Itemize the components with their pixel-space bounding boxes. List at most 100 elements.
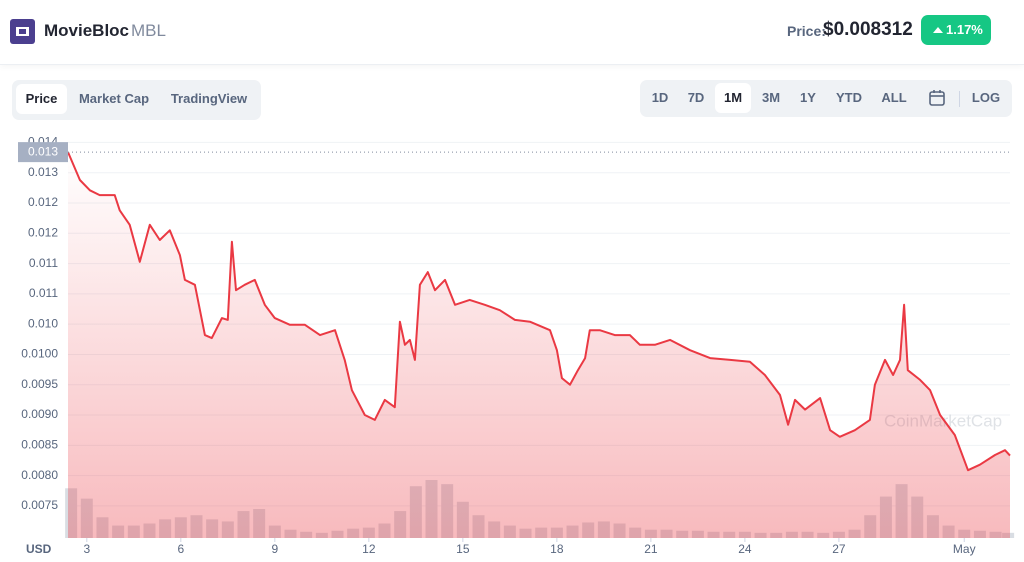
volume-bar [973,530,986,538]
volume-bar [566,525,579,538]
volume-bar [284,529,297,538]
volume-bar [707,531,720,538]
range-button[interactable]: 7D [687,90,705,105]
volume-bar [425,480,438,538]
volume-bar [315,532,328,538]
coin-name: MovieBloc [44,21,130,40]
price-line [67,151,1011,472]
volume-bar [237,511,250,538]
volume-bar [347,528,360,538]
volume-bar [1002,532,1015,538]
watermark: CoinMarketCap [884,411,1002,430]
volume-bar [817,532,830,538]
range-button[interactable]: ALL [881,90,907,105]
y-tick-label: 0.0090 [21,407,58,421]
divider [959,91,960,107]
range-button[interactable]: 3M [761,90,781,105]
up-arrow [933,27,943,33]
volume-bar [958,529,971,538]
volume-bar [738,531,751,538]
volume-bar [629,527,642,538]
volume-bar [268,525,281,538]
y-tick-label: 0.014 [28,135,58,149]
volume-bar [691,530,704,538]
volume-bar [174,517,187,538]
x-tick-label: 24 [738,542,752,556]
volume-bar [127,525,140,538]
volume-bar [613,523,626,538]
x-tick-label: 3 [83,542,90,556]
volume-bar [80,498,93,538]
coin-symbol: MBL [131,21,166,40]
volume-bar [190,515,203,538]
range-selector: 1D 7D 1M 3M 1Y YTD ALL LOG [640,80,1012,117]
volume-bar [300,531,313,538]
volume-bar [378,523,391,538]
price-change: 1.17% [921,15,991,45]
volume-bar [221,521,234,538]
volume-bar [550,527,563,538]
range-button[interactable]: YTD [836,90,862,105]
volume-bar [503,525,516,538]
x-tick-label: 18 [550,542,564,556]
y-tick-label: 0.0080 [21,468,58,482]
y-tick-label: 0.012 [28,195,58,209]
volume-bar [456,501,469,538]
range-button[interactable]: 1M [715,83,751,113]
volume-bar [441,484,454,538]
price-label: Price: [787,23,826,39]
volume-bar [206,519,219,538]
x-tick-label: 27 [832,542,846,556]
volume-bar [159,519,172,538]
volume-bar [472,515,485,538]
volume-bar [926,515,939,538]
volume-bar [660,529,673,538]
volume-bar [362,527,375,538]
y-tick-label: 0.0095 [21,377,58,391]
tab[interactable]: Price [16,84,67,114]
header: MovieBloc MBL Price: $0.008312 1.17% [0,0,1024,65]
volume-bar [676,530,689,538]
volume-bar [911,496,924,538]
volume-bar [785,531,798,538]
y-axis-label: USD [26,542,52,556]
price-area [68,152,1010,538]
volume-bar [864,515,877,538]
volume-bar [832,531,845,538]
volume-bar [112,525,125,538]
range-button[interactable]: 1Y [800,90,816,105]
coin-logo [10,19,35,44]
volume-bar [253,509,266,538]
volume-bar [488,521,501,538]
reference-label: 0.013 [28,144,58,158]
volume-bar [754,532,767,538]
y-tick-label: 0.011 [29,286,58,300]
volume-bar [582,522,595,538]
volume-bar [535,527,548,538]
volume-bar [879,496,892,538]
y-tick-label: 0.0085 [21,437,58,451]
tab[interactable]: Market Cap [78,91,150,106]
y-tick-label: 0.0075 [21,498,58,512]
logo-icon [16,27,29,36]
x-tick-label: 6 [177,542,184,556]
log-button[interactable]: LOG [971,90,1001,105]
x-tick-label: 12 [362,542,376,556]
volume-bar [65,488,78,538]
volume-bar [597,521,610,538]
x-tick-label: May [953,542,976,556]
calendar-button[interactable] [922,83,952,113]
volume-bar [942,525,955,538]
range-button[interactable]: 1D [651,90,669,105]
chart-tabs: Price Market Cap TradingView [12,80,261,120]
volume-bar [801,531,814,538]
x-tick-label: 9 [271,542,278,556]
x-tick-label: 21 [644,542,658,556]
volume-bar [331,530,344,538]
y-tick-label: 0.010 [28,316,58,330]
volume-bar [770,532,783,538]
tab[interactable]: TradingView [170,91,248,106]
change-value: 1.17% [946,22,983,37]
calendar-icon [929,90,945,106]
